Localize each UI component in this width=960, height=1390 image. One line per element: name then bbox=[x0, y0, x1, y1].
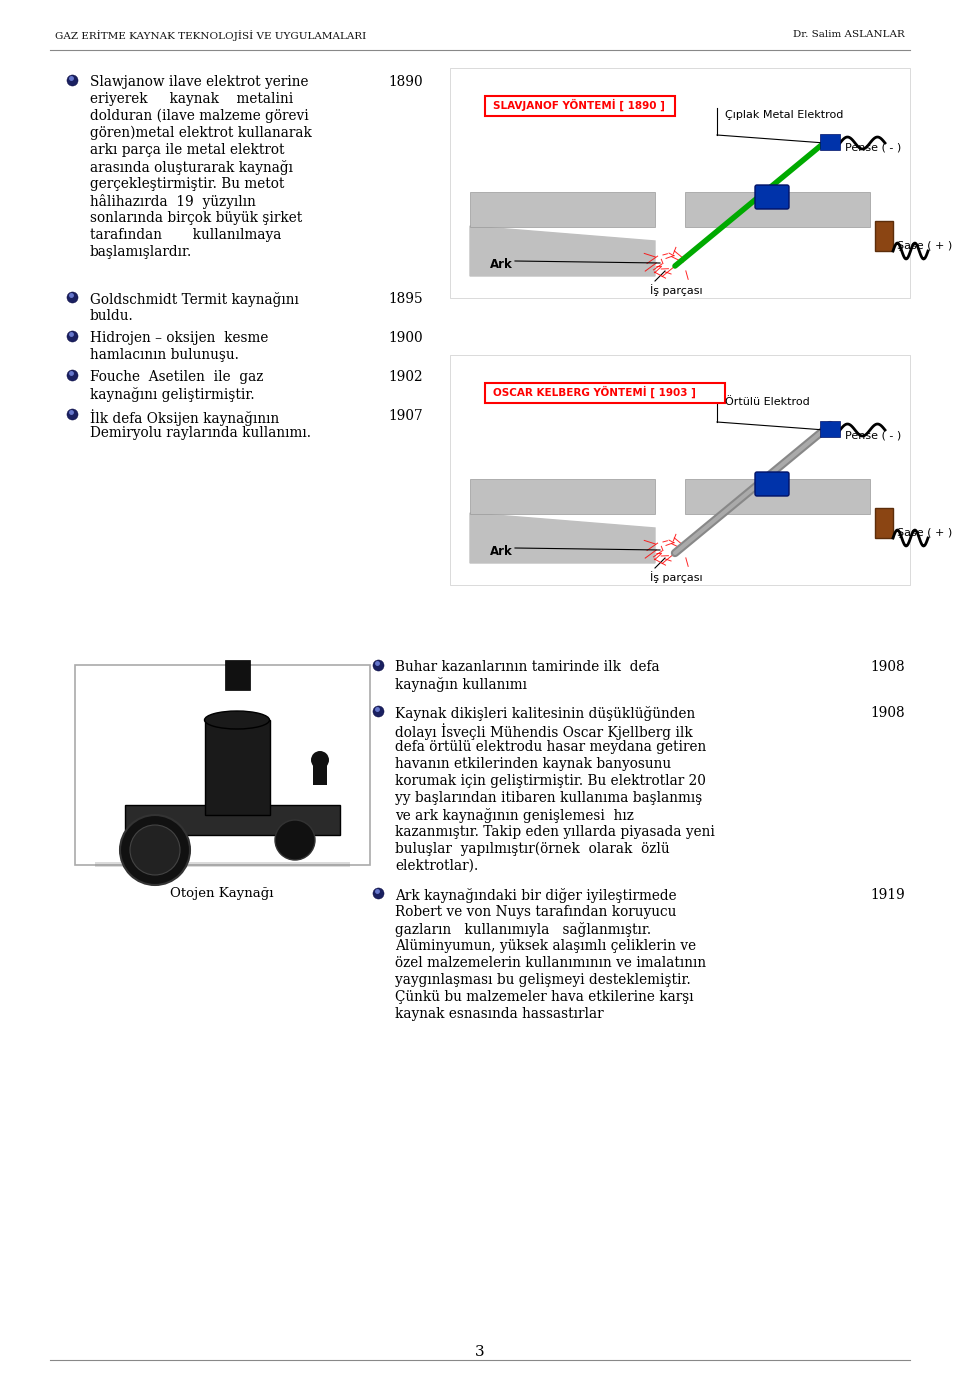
Bar bbox=[313, 758, 327, 785]
Text: 1902: 1902 bbox=[388, 370, 422, 384]
Text: sonlarında birçok büyük şirket: sonlarında birçok büyük şirket bbox=[90, 211, 302, 225]
Text: 1900: 1900 bbox=[388, 331, 422, 345]
Text: Pense ( - ): Pense ( - ) bbox=[845, 143, 901, 153]
Bar bbox=[875, 221, 893, 252]
Text: Dr. Salim ASLANLAR: Dr. Salim ASLANLAR bbox=[793, 31, 905, 39]
Text: buluşlar  yapılmıştır(örnek  olarak  özlü: buluşlar yapılmıştır(örnek olarak özlü bbox=[395, 842, 670, 856]
Text: arasında oluşturarak kaynağı: arasında oluşturarak kaynağı bbox=[90, 160, 293, 175]
Bar bbox=[685, 192, 870, 227]
Text: yaygınlaşması bu gelişmeyi desteklemiştir.: yaygınlaşması bu gelişmeyi desteklemişti… bbox=[395, 973, 691, 987]
Bar bbox=[820, 133, 840, 150]
Text: Robert ve von Nuys tarafından koruyucu: Robert ve von Nuys tarafından koruyucu bbox=[395, 905, 677, 919]
Text: kaynak esnasında hassastırlar: kaynak esnasında hassastırlar bbox=[395, 1006, 604, 1022]
Bar bbox=[485, 384, 725, 403]
Text: İş parçası: İş parçası bbox=[650, 571, 703, 582]
Text: gazların   kullanımıyla   sağlanmıştır.: gazların kullanımıyla sağlanmıştır. bbox=[395, 922, 651, 937]
Text: Şase ( + ): Şase ( + ) bbox=[897, 528, 952, 538]
Text: 1907: 1907 bbox=[388, 409, 422, 423]
Text: Goldschmidt Termit kaynağını: Goldschmidt Termit kaynağını bbox=[90, 292, 299, 307]
Text: gerçekleştirmiştir. Bu metot: gerçekleştirmiştir. Bu metot bbox=[90, 177, 284, 190]
Text: Slawjanow ilave elektrot yerine: Slawjanow ilave elektrot yerine bbox=[90, 75, 308, 89]
Ellipse shape bbox=[204, 712, 270, 728]
Bar bbox=[470, 192, 655, 227]
Ellipse shape bbox=[275, 820, 315, 860]
Text: hâlihazırda  19  yüzyılın: hâlihazırda 19 yüzyılın bbox=[90, 195, 256, 208]
Text: SLAVJANOF YÖNTEMİ [ 1890 ]: SLAVJANOF YÖNTEMİ [ 1890 ] bbox=[493, 99, 665, 111]
Text: Şase ( + ): Şase ( + ) bbox=[897, 240, 952, 252]
Text: Hidrojen – oksijen  kesme: Hidrojen – oksijen kesme bbox=[90, 331, 269, 345]
Text: 1919: 1919 bbox=[871, 888, 905, 902]
Text: OSCAR KELBERG YÖNTEMİ [ 1903 ]: OSCAR KELBERG YÖNTEMİ [ 1903 ] bbox=[493, 386, 696, 399]
Text: 1908: 1908 bbox=[871, 706, 905, 720]
Bar bbox=[125, 805, 340, 835]
Text: Ark kaynağındaki bir diğer iyileştirmede: Ark kaynağındaki bir diğer iyileştirmede bbox=[395, 888, 677, 904]
Bar bbox=[450, 68, 910, 297]
Text: hamlacının bulunuşu.: hamlacının bulunuşu. bbox=[90, 348, 239, 361]
Text: GAZ ERİTME KAYNAK TEKNOLOJİSİ VE UYGULAMALARI: GAZ ERİTME KAYNAK TEKNOLOJİSİ VE UYGULAM… bbox=[55, 31, 367, 40]
FancyBboxPatch shape bbox=[755, 473, 789, 496]
Text: defa örtülü elektrodu hasar meydana getiren: defa örtülü elektrodu hasar meydana geti… bbox=[395, 739, 707, 753]
Text: 1895: 1895 bbox=[388, 292, 422, 306]
Text: Çünkü bu malzemeler hava etkilerine karşı: Çünkü bu malzemeler hava etkilerine karş… bbox=[395, 990, 694, 1004]
Text: gören)metal elektrot kullanarak: gören)metal elektrot kullanarak bbox=[90, 126, 312, 140]
Text: Ark: Ark bbox=[490, 259, 513, 271]
Bar bbox=[470, 480, 655, 514]
Bar bbox=[205, 720, 270, 815]
Text: Pense ( - ): Pense ( - ) bbox=[845, 430, 901, 441]
Text: İş parçası: İş parçası bbox=[650, 284, 703, 296]
FancyBboxPatch shape bbox=[755, 185, 789, 208]
Text: eriyerek     kaynak    metalini: eriyerek kaynak metalini bbox=[90, 92, 293, 106]
Bar bbox=[485, 96, 675, 115]
Text: başlamışlardır.: başlamışlardır. bbox=[90, 245, 192, 259]
Text: Otojen Kaynağı: Otojen Kaynağı bbox=[170, 887, 274, 899]
Polygon shape bbox=[470, 227, 655, 277]
Text: 3: 3 bbox=[475, 1346, 485, 1359]
Text: Ark: Ark bbox=[490, 545, 513, 557]
Polygon shape bbox=[470, 513, 655, 563]
Text: elektrotlar).: elektrotlar). bbox=[395, 859, 478, 873]
Text: özel malzemelerin kullanımının ve imalatının: özel malzemelerin kullanımının ve imalat… bbox=[395, 956, 707, 970]
Text: tarafından       kullanılmaya: tarafından kullanılmaya bbox=[90, 228, 281, 242]
Text: ve ark kaynağının genişlemesi  hız: ve ark kaynağının genişlemesi hız bbox=[395, 808, 634, 823]
Text: kazanmıştır. Takip eden yıllarda piyasada yeni: kazanmıştır. Takip eden yıllarda piyasad… bbox=[395, 826, 715, 840]
Bar bbox=[764, 190, 780, 200]
Text: Fouche  Asetilen  ile  gaz: Fouche Asetilen ile gaz bbox=[90, 370, 263, 384]
Bar bbox=[75, 664, 370, 865]
Text: Çıplak Metal Elektrod: Çıplak Metal Elektrod bbox=[725, 110, 844, 120]
Ellipse shape bbox=[120, 815, 190, 885]
Bar bbox=[450, 354, 910, 585]
Text: arkı parça ile metal elektrot: arkı parça ile metal elektrot bbox=[90, 143, 284, 157]
Ellipse shape bbox=[311, 751, 329, 769]
Text: Demiryolu raylarında kullanımı.: Demiryolu raylarında kullanımı. bbox=[90, 425, 311, 441]
Text: havanın etkilerinden kaynak banyosunu: havanın etkilerinden kaynak banyosunu bbox=[395, 758, 671, 771]
Bar bbox=[225, 660, 250, 689]
Text: yy başlarından itibaren kullanıma başlanmış: yy başlarından itibaren kullanıma başlan… bbox=[395, 791, 703, 805]
Text: buldu.: buldu. bbox=[90, 309, 133, 322]
Bar bbox=[764, 477, 780, 486]
Text: Buhar kazanlarının tamirinde ilk  defa: Buhar kazanlarının tamirinde ilk defa bbox=[395, 660, 660, 674]
Text: korumak için geliştirmiştir. Bu elektrotlar 20: korumak için geliştirmiştir. Bu elektrot… bbox=[395, 774, 706, 788]
Text: dolayı İsveçli Mühendis Oscar Kjellberg ilk: dolayı İsveçli Mühendis Oscar Kjellberg … bbox=[395, 723, 693, 739]
Text: 1890: 1890 bbox=[388, 75, 422, 89]
Bar bbox=[820, 421, 840, 436]
Bar bbox=[875, 507, 893, 538]
Text: Örtülü Elektrod: Örtülü Elektrod bbox=[725, 398, 809, 407]
Text: kaynağını geliştirmiştir.: kaynağını geliştirmiştir. bbox=[90, 386, 254, 402]
Text: Alüminyumun, yüksek alaşımlı çeliklerin ve: Alüminyumun, yüksek alaşımlı çeliklerin … bbox=[395, 940, 696, 954]
Text: dolduran (ilave malzeme görevi: dolduran (ilave malzeme görevi bbox=[90, 108, 309, 124]
Text: kaynağın kullanımı: kaynağın kullanımı bbox=[395, 677, 527, 692]
Bar bbox=[685, 480, 870, 514]
Bar bbox=[95, 862, 350, 867]
Text: İlk defa Oksijen kaynağının: İlk defa Oksijen kaynağının bbox=[90, 409, 279, 425]
Ellipse shape bbox=[130, 826, 180, 874]
Text: Kaynak dikişleri kalitesinin düşüklüğünden: Kaynak dikişleri kalitesinin düşüklüğünd… bbox=[395, 706, 695, 721]
Text: 1908: 1908 bbox=[871, 660, 905, 674]
